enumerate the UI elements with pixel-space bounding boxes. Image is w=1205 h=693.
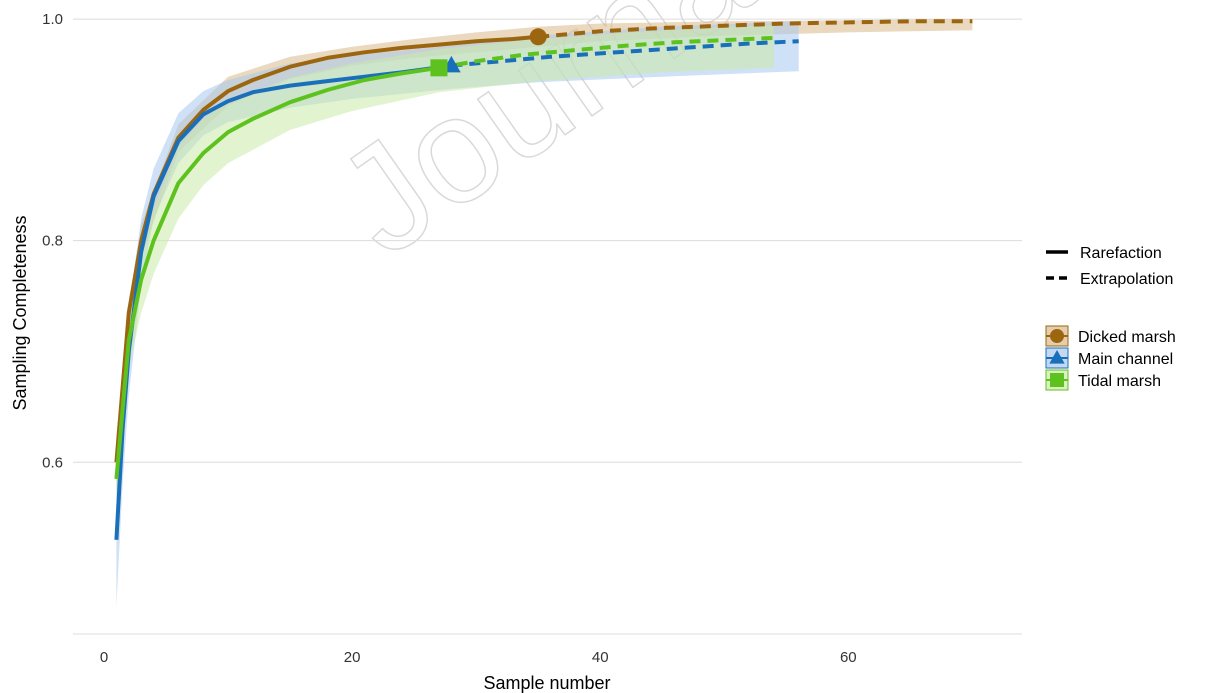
x-tick-labels: 0 20 40 60 [100, 649, 857, 666]
x-axis-title: Sample number [483, 673, 610, 693]
method-legend: Rarefaction Extrapolation [1046, 245, 1173, 288]
y-tick-labels: 0.6 0.8 1.0 [42, 11, 63, 471]
legend-marker-main-channel [1049, 349, 1065, 364]
extrapolation-line-main-channel [451, 39, 799, 68]
legend-label-rarefaction: Rarefaction [1080, 245, 1162, 262]
legend-marker-tidal-marsh [1050, 373, 1064, 387]
legend-label-tidal-marsh: Tidal marsh [1078, 373, 1161, 390]
series-legend: Dicked marsh Main channel Tidal marsh [1045, 325, 1176, 391]
y-tick-label: 0.8 [42, 233, 63, 250]
y-axis-title: Sampling Completeness [10, 215, 30, 410]
x-tick-label: 0 [100, 649, 108, 666]
extrapolation-line-tidal-marsh [438, 35, 774, 70]
y-gridlines [73, 18, 1022, 463]
legend-label-extrapolation: Extrapolation [1080, 271, 1173, 288]
series-lines [114, 19, 973, 540]
legend-label-dicked-marsh: Dicked marsh [1078, 329, 1176, 346]
observed-point-tidal-marsh [430, 59, 448, 77]
x-tick-label: 40 [592, 649, 609, 666]
extrapolation-line-dicked-marsh [538, 19, 973, 39]
x-tick-label: 60 [840, 649, 857, 666]
x-tick-label: 20 [344, 649, 361, 666]
legend-marker-dicked-marsh [1050, 329, 1064, 343]
rarefaction-line-tidal-marsh [114, 65, 440, 480]
legend-label-main-channel: Main channel [1078, 351, 1173, 368]
observed-point-dicked-marsh [529, 28, 547, 46]
observed-markers [430, 28, 547, 77]
y-tick-label: 0.6 [42, 454, 63, 471]
y-tick-label: 1.0 [42, 11, 63, 28]
